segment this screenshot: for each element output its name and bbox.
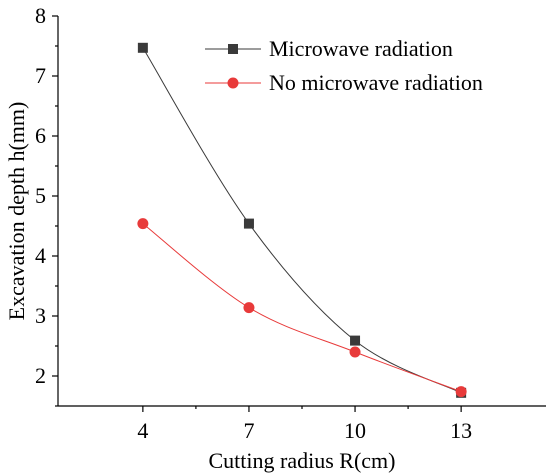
data-point-square xyxy=(243,218,254,229)
series-microwave xyxy=(137,42,467,398)
legend-marker-square xyxy=(228,44,238,54)
data-point-square xyxy=(137,42,148,53)
legend: Microwave radiation No microwave radiatio… xyxy=(205,36,483,95)
y-tick-label: 6 xyxy=(35,123,46,148)
legend-item: Microwave radiation xyxy=(205,36,453,61)
axes: 2 3 4 5 6 7 8 4 7 10 13 xyxy=(35,3,546,443)
y-tick-label: 8 xyxy=(35,3,46,28)
y-axis-title: Excavation depth h(mm) xyxy=(4,102,29,321)
y-tick-label: 5 xyxy=(35,183,46,208)
x-tick-label: 10 xyxy=(344,418,366,443)
series-no-microwave xyxy=(137,218,467,398)
legend-label: Microwave radiation xyxy=(269,36,453,61)
plot-area xyxy=(137,42,467,398)
y-tick-label: 4 xyxy=(35,243,46,268)
legend-item: No microwave radiation xyxy=(205,70,483,95)
y-tick-label: 7 xyxy=(35,63,46,88)
x-tick-label: 7 xyxy=(243,418,254,443)
y-tick-label: 2 xyxy=(35,363,46,388)
data-point-circle xyxy=(243,302,255,314)
x-tick-label: 13 xyxy=(450,418,472,443)
series-line xyxy=(142,223,462,393)
legend-marker-circle xyxy=(227,77,239,89)
data-point-circle xyxy=(349,346,361,358)
data-point-circle xyxy=(455,386,467,398)
data-point-square xyxy=(350,335,361,346)
legend-label: No microwave radiation xyxy=(269,70,483,95)
x-axis-title: Cutting radius R(cm) xyxy=(209,448,396,473)
y-tick-label: 3 xyxy=(35,303,46,328)
series-line xyxy=(142,47,462,394)
data-point-circle xyxy=(137,218,149,230)
x-tick-label: 4 xyxy=(137,418,148,443)
